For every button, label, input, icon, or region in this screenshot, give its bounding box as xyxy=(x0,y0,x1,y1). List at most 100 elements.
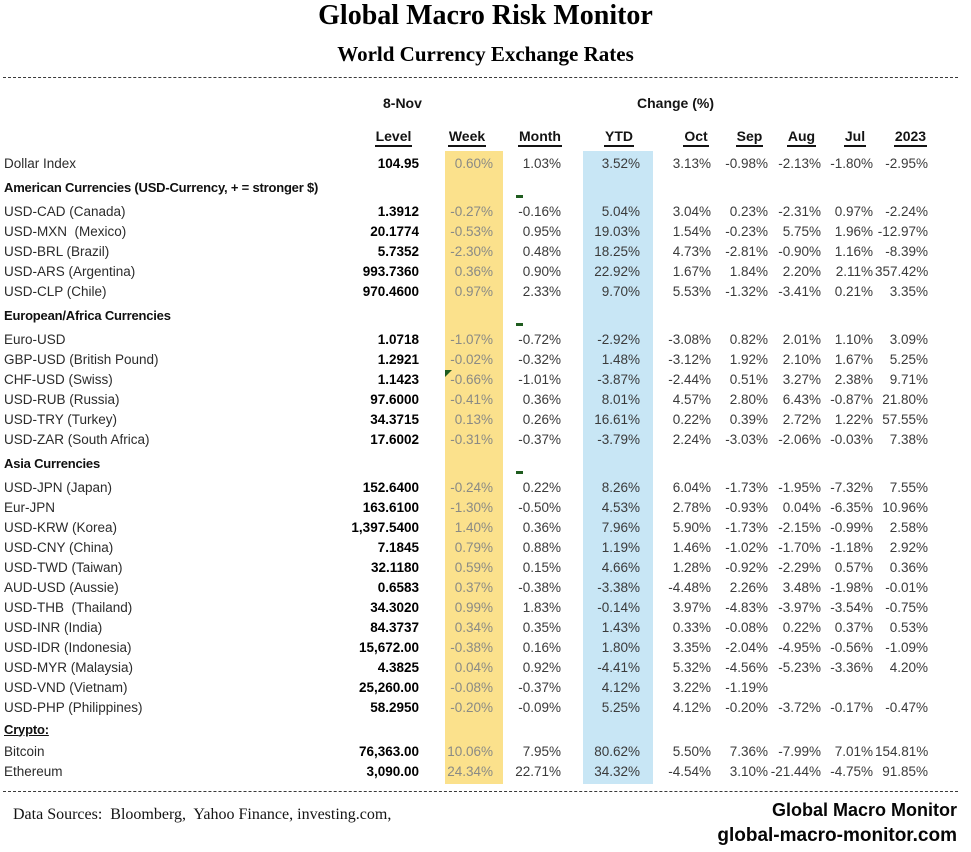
cell-month: -0.38% xyxy=(518,579,561,595)
cell-label: USD-JPN (Japan) xyxy=(4,479,113,495)
cell-ytd: 19.03% xyxy=(594,223,640,239)
cell-level: 84.3737 xyxy=(370,619,419,635)
cell-oct: 3.35% xyxy=(672,639,711,655)
cell-level: 1.2921 xyxy=(377,351,419,367)
cell-ytd: 22.92% xyxy=(594,263,640,279)
cell-ytd: 4.53% xyxy=(601,499,640,515)
cell-y2023: 9.71% xyxy=(889,371,928,387)
cell-month: 0.26% xyxy=(522,411,561,427)
cell-label: USD-MYR (Malaysia) xyxy=(4,659,134,675)
cell-aug: 2.10% xyxy=(782,351,821,367)
cell-level: 20.1774 xyxy=(370,223,419,239)
table-row: AUD-USD (Aussie) 0.6583 0.37% -0.38% -3.38% -… xyxy=(0,577,930,597)
table-row: Eur-JPN 163.6100 -1.30% -0.50% 4.53% 2.78% -0.… xyxy=(0,497,930,517)
cell-sep: -1.19% xyxy=(725,679,768,695)
cell-week: 1.40% xyxy=(454,519,493,535)
cell-level: 32.1180 xyxy=(370,559,419,575)
cell-sep: -4.56% xyxy=(725,659,768,675)
cell-ytd: 4.12% xyxy=(601,679,640,695)
cell-sep: -1.73% xyxy=(725,479,768,495)
cell-jul: 0.57% xyxy=(834,559,873,575)
cell-oct: 0.22% xyxy=(672,411,711,427)
cell-jul: 2.11% xyxy=(835,263,873,279)
cell-ytd: 8.01% xyxy=(601,391,640,407)
cell-week: -0.08% xyxy=(450,679,493,695)
exchange-rate-table: Level Week Month YTD Oct Sep Aug Jul 202… xyxy=(0,128,930,781)
section-title: Crypto: xyxy=(4,721,49,737)
column-header-month: Month xyxy=(503,128,567,147)
top-divider xyxy=(3,77,958,78)
cell-jul: 7.01% xyxy=(834,743,873,759)
cell-jul: -3.54% xyxy=(830,599,873,615)
section-title: European/Africa Currencies xyxy=(4,307,171,323)
cell-sep: 0.82% xyxy=(729,331,768,347)
cell-y2023: 4.20% xyxy=(889,659,928,675)
cell-oct: 4.57% xyxy=(672,391,711,407)
cell-aug: -2.15% xyxy=(778,519,821,535)
cell-oct: 1.28% xyxy=(672,559,711,575)
cell-label: Eur-JPN xyxy=(4,499,56,515)
comment-dash-icon xyxy=(516,471,523,474)
cell-oct: 5.53% xyxy=(672,283,711,299)
cell-oct: 3.13% xyxy=(672,155,711,171)
cell-label: Euro-USD xyxy=(4,331,66,347)
cell-week: -1.07% xyxy=(450,331,493,347)
column-header-2023: 2023 xyxy=(875,128,930,147)
cell-oct: 2.78% xyxy=(672,499,711,515)
cell-ytd: 80.62% xyxy=(594,743,640,759)
cell-jul: -1.18% xyxy=(830,539,873,555)
cell-sep: -0.92% xyxy=(725,559,768,575)
cell-jul: -0.99% xyxy=(830,519,873,535)
cell-label: USD-KRW (Korea) xyxy=(4,519,118,535)
cell-week: 24.34% xyxy=(447,763,493,779)
cell-week: 0.97% xyxy=(454,283,493,299)
date-header: 8-Nov xyxy=(383,95,422,111)
cell-aug: 2.01% xyxy=(782,331,821,347)
cell-jul: 2.38% xyxy=(834,371,873,387)
cell-sep: -1.73% xyxy=(725,519,768,535)
cell-jul: -0.87% xyxy=(830,391,873,407)
brand-url-link[interactable]: global-macro-monitor.com xyxy=(717,825,957,846)
section-header-asia: Asia Currencies xyxy=(0,449,930,477)
cell-month: -0.16% xyxy=(518,203,561,219)
column-header-ytd: YTD xyxy=(567,128,653,147)
cell-level: 15,672.00 xyxy=(358,639,419,655)
table-row: USD-THB (Thailand) 34.3020 0.99% 1.83% -0.14… xyxy=(0,597,930,617)
cell-oct: 1.46% xyxy=(672,539,711,555)
cell-ytd: -0.14% xyxy=(597,599,640,615)
cell-sep: -1.32% xyxy=(725,283,768,299)
cell-label: Dollar Index xyxy=(4,155,77,171)
cell-label: USD-TRY (Turkey) xyxy=(4,411,118,427)
cell-level: 4.3825 xyxy=(377,659,419,675)
cell-level: 993.7360 xyxy=(362,263,419,279)
cell-sep: -1.02% xyxy=(725,539,768,555)
cell-jul: 1.22% xyxy=(834,411,873,427)
cell-y2023: 357.42% xyxy=(875,263,929,279)
cell-month: -0.37% xyxy=(518,679,561,695)
section-header-american: American Currencies (USD-Currency, + = s… xyxy=(0,173,930,201)
cell-ytd: -3.87% xyxy=(597,371,640,387)
cell-month: -0.32% xyxy=(518,351,561,367)
cell-y2023: 21.80% xyxy=(882,391,928,407)
cell-level: 3,090.00 xyxy=(366,763,419,779)
cell-month: 0.15% xyxy=(522,559,561,575)
cell-oct: 5.90% xyxy=(672,519,711,535)
cell-label: USD-VND (Vietnam) xyxy=(4,679,128,695)
cell-week: 0.13% xyxy=(454,411,493,427)
cell-ytd: -3.38% xyxy=(597,579,640,595)
table-row: Euro-USD 1.0718 -1.07% -0.72% -2.92% -3.08% 0.… xyxy=(0,329,930,349)
table-row: GBP-USD (British Pound) 1.2921 -0.02% -0.32… xyxy=(0,349,930,369)
cell-month: 0.90% xyxy=(522,263,561,279)
cell-aug: -7.99% xyxy=(778,743,821,759)
cell-jul: 1.16% xyxy=(834,243,873,259)
cell-aug: 3.27% xyxy=(782,371,821,387)
cell-y2023: -2.24% xyxy=(885,203,928,219)
cell-ytd: 7.96% xyxy=(601,519,640,535)
cell-week: -0.02% xyxy=(450,351,493,367)
cell-sep: 2.80% xyxy=(729,391,768,407)
cell-level: 0.6583 xyxy=(377,579,419,595)
table-row: USD-VND (Vietnam) 25,260.00 -0.08% -0.37% 4.… xyxy=(0,677,930,697)
table-row: USD-TWD (Taiwan) 32.1180 0.59% 0.15% 4.66% 1.… xyxy=(0,557,930,577)
cell-month: 0.88% xyxy=(522,539,561,555)
cell-y2023: -8.39% xyxy=(885,243,928,259)
